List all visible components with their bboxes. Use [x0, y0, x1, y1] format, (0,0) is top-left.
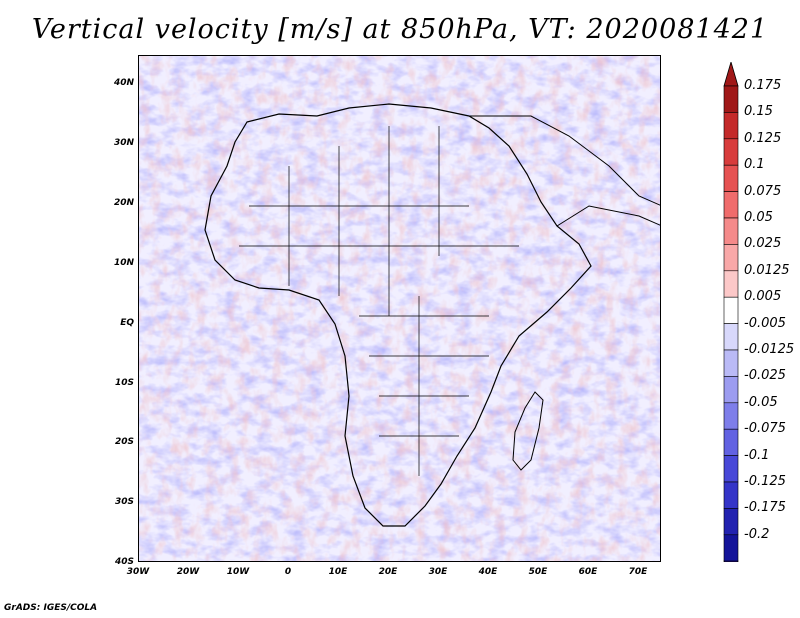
- field-noise: [139, 56, 660, 561]
- lon-tick: 0: [284, 567, 292, 577]
- colorbar-segment: [723, 191, 739, 219]
- grads-credit: GrADS: IGES/COLA: [4, 603, 98, 613]
- colorbar-label: 0.125: [744, 130, 782, 146]
- colorbar-segment: [723, 138, 739, 166]
- colorbar-label: 0.0125: [744, 262, 790, 278]
- colorbar-label: -0.025: [744, 368, 786, 384]
- colorbar-segment: [723, 217, 739, 245]
- colorbar-segment: [723, 85, 739, 113]
- colorbar-segment: [723, 270, 739, 298]
- colorbar-label: -0.05: [744, 394, 778, 410]
- colorbar-graphic: [723, 60, 739, 587]
- lat-tick: 20N: [113, 198, 134, 208]
- colorbar-segment: [723, 428, 739, 456]
- colorbar-label: 0.175: [744, 78, 782, 93]
- colorbar-segment: [723, 296, 739, 324]
- africa-coastline: [204, 103, 592, 527]
- colorbar-segment: [723, 323, 739, 351]
- lat-tick: 20S: [114, 437, 134, 447]
- colorbar-label: 0.1: [744, 157, 765, 173]
- colorbar-label: -0.005: [744, 315, 786, 331]
- colorbar-segment: [723, 376, 739, 404]
- colorbar-label: -0.075: [744, 421, 786, 437]
- lat-tick: 30S: [114, 497, 134, 507]
- lon-tick: 20W: [176, 567, 200, 577]
- colorbar-label: -0.1: [744, 447, 770, 463]
- colorbar-segment: [723, 112, 739, 140]
- colorbar-segment: [723, 455, 739, 483]
- lon-tick: 30W: [126, 567, 150, 577]
- colorbar-segment: [723, 349, 739, 377]
- colorbar-segment: [723, 534, 739, 562]
- arabia-coastline: [469, 115, 660, 227]
- colorbar-segment: [723, 481, 739, 509]
- lon-tick: 60E: [578, 567, 598, 577]
- country-borders: [239, 126, 519, 476]
- madagascar-coastline: [512, 391, 544, 471]
- lon-tick: 70E: [628, 567, 648, 577]
- colorbar-label: -0.175: [744, 500, 786, 516]
- colorbar-bottom-arrow: [723, 560, 739, 587]
- lon-tick: 50E: [528, 567, 548, 577]
- colorbar-segment: [723, 164, 739, 192]
- colorbar-label: -0.2: [744, 526, 770, 542]
- colorbar-segment: [723, 508, 739, 536]
- lat-tick: 40S: [114, 557, 134, 567]
- map-title: Vertical velocity [m/s] at 850hPa, VT: 2…: [31, 14, 769, 45]
- colorbar-label: 0.05: [744, 210, 773, 225]
- lon-tick: 10E: [328, 567, 348, 577]
- colorbar-top-arrow: [723, 60, 739, 87]
- colorbar-label: 0.005: [744, 289, 782, 305]
- lat-tick: EQ: [120, 318, 134, 328]
- lat-tick: 40N: [113, 78, 134, 88]
- map-panel: [138, 55, 661, 562]
- velocity-field: [139, 56, 660, 561]
- colorbar-label: 0.025: [744, 236, 782, 252]
- colorbar-label: -0.125: [744, 474, 786, 489]
- lon-tick: 30E: [428, 567, 448, 577]
- lat-tick: 10S: [114, 378, 134, 388]
- colorbar: [720, 60, 800, 587]
- colorbar-label: -0.0125: [744, 342, 795, 357]
- lon-tick: 10W: [226, 567, 250, 577]
- colorbar-segment: [723, 244, 739, 272]
- colorbar-label: 0.15: [744, 104, 773, 120]
- lat-tick: 10N: [113, 258, 134, 268]
- colorbar-segment: [723, 402, 739, 430]
- lat-tick: 30N: [113, 138, 134, 148]
- lon-tick: 20E: [378, 567, 398, 577]
- lon-tick: 40E: [478, 567, 498, 577]
- colorbar-label: 0.075: [744, 183, 782, 199]
